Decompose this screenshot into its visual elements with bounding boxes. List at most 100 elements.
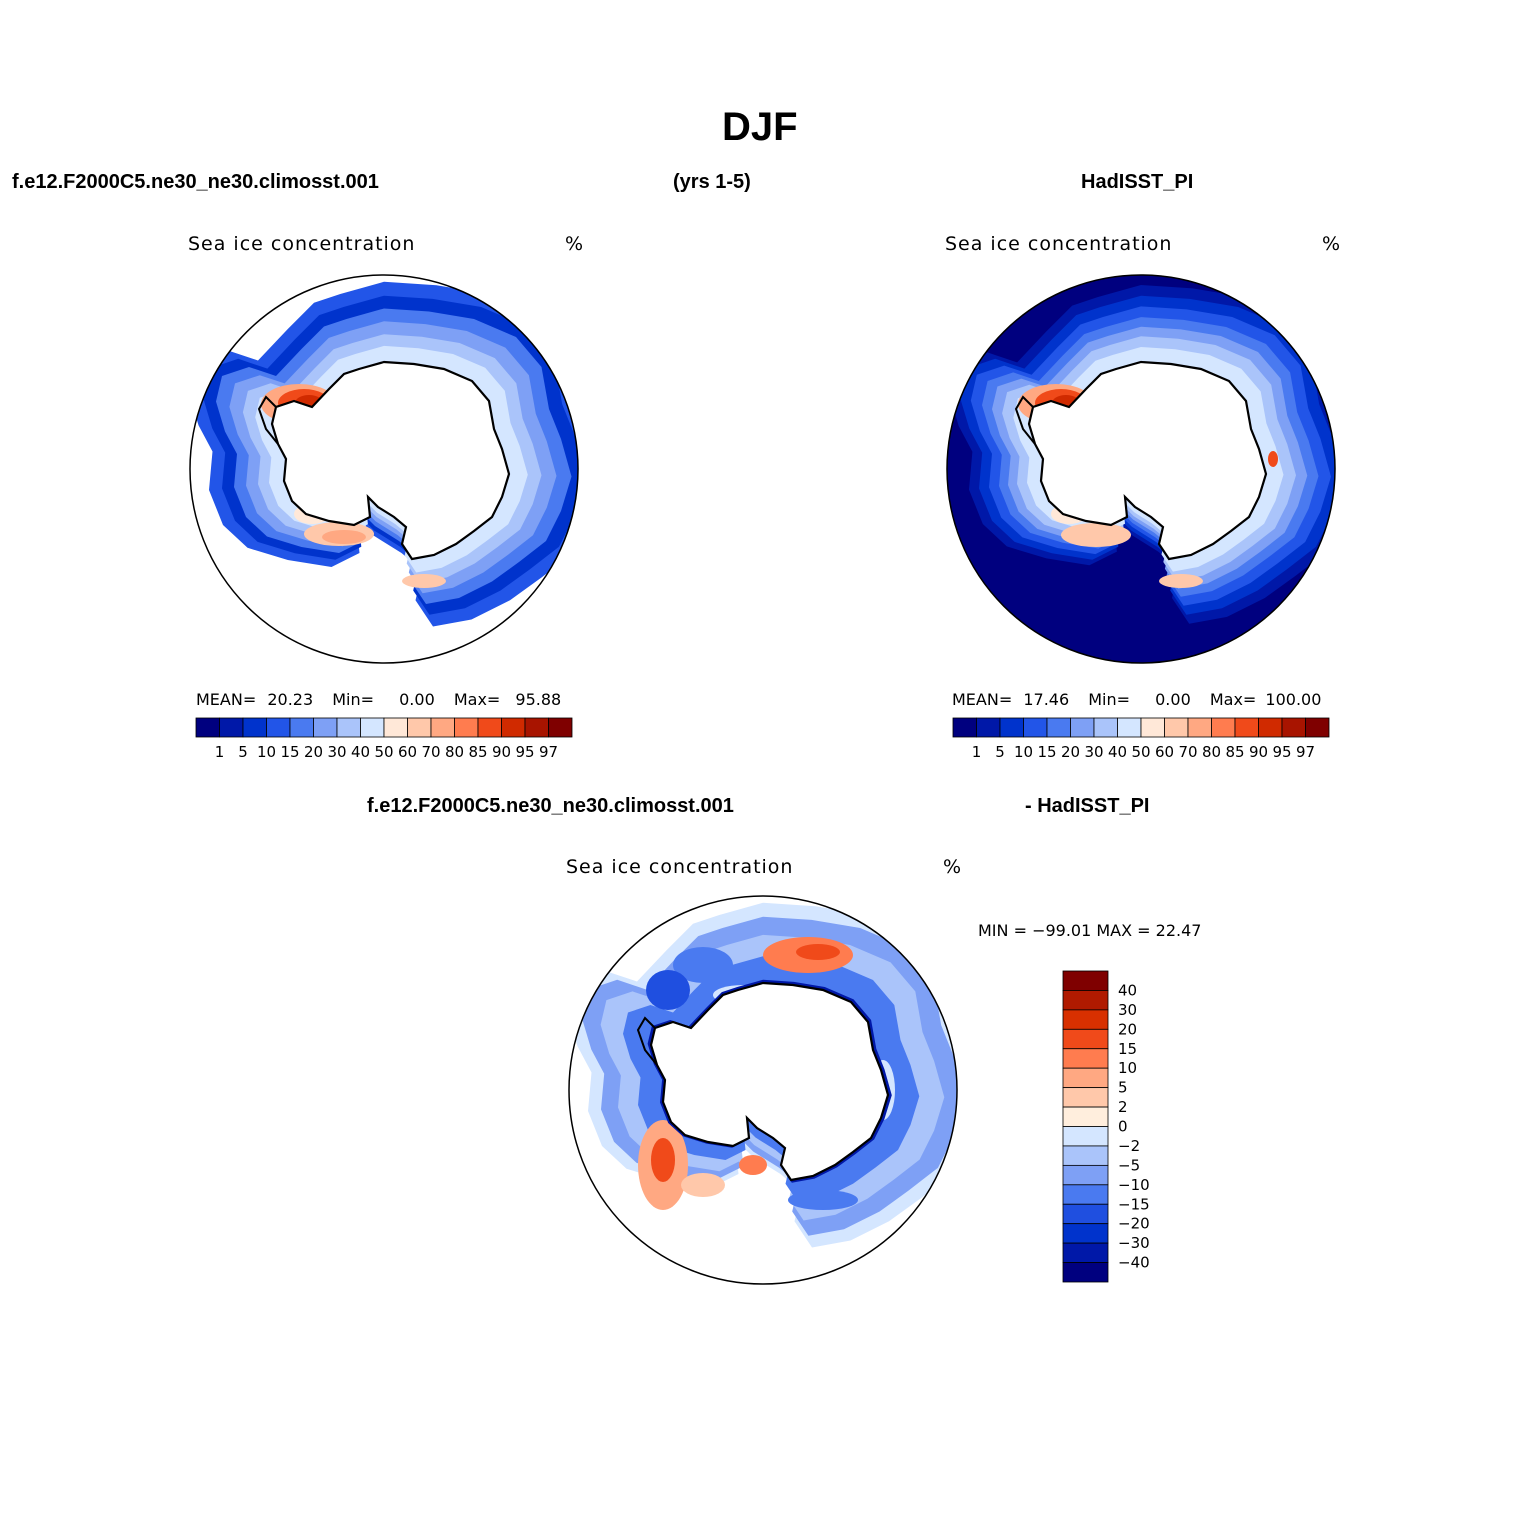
colorbar-swatch [1258, 717, 1283, 738]
model-panel-units: % [565, 233, 585, 255]
peninsula-coastline [636, 1016, 658, 1066]
diff-anomaly [651, 1138, 675, 1182]
colorbar-swatch [1062, 1145, 1109, 1166]
colorbar-tick-label: 30 [1118, 1001, 1137, 1019]
diff-anomaly [681, 1173, 725, 1197]
colorbar-tick-label: 90 [1249, 743, 1268, 761]
colorbar-tick-label: 15 [1118, 1040, 1137, 1058]
colorbar-swatch [477, 717, 502, 738]
obs-min-label: Min= [1088, 690, 1131, 709]
colorbar-tick-label: 50 [1131, 743, 1150, 761]
colorbar-swatch [999, 717, 1024, 738]
ice-hotspot [402, 574, 446, 588]
colorbar-swatch [266, 717, 291, 738]
colorbar-tick-label: 5 [995, 743, 1005, 761]
colorbar-swatch [407, 717, 432, 738]
colorbar-tick-label: 80 [1202, 743, 1221, 761]
obs-panel-units: % [1322, 233, 1342, 255]
colorbar-tick-label: 50 [374, 743, 393, 761]
model-stats: MEAN= 20.23 Min= 0.00 Max= 95.88 [196, 690, 561, 709]
obs-case-header: HadISST_PI [1081, 171, 1194, 193]
diff-panel-units: % [943, 856, 963, 878]
colorbar-swatch [336, 717, 361, 738]
colorbar-tick-label: 97 [1296, 743, 1315, 761]
colorbar-tick-label: 97 [539, 743, 558, 761]
colorbar-tick-label: 60 [1155, 743, 1174, 761]
colorbar-tick-label: 95 [1272, 743, 1291, 761]
obs-mean-value: 17.46 [1023, 690, 1070, 709]
colorbar-swatch [430, 717, 455, 738]
map-boundary [568, 895, 958, 1285]
colorbar-tick-label: −5 [1118, 1156, 1140, 1174]
diff-anomaly [796, 944, 840, 960]
diff-stats: MIN = −99.01 MAX = 22.47 [978, 921, 1202, 940]
colorbar-tick-label: 15 [1037, 743, 1056, 761]
colorbar-tick-label: 85 [1225, 743, 1244, 761]
colorbar-tick-label: 70 [1178, 743, 1197, 761]
colorbar-swatch [1164, 717, 1189, 738]
colorbar-swatch [1062, 1106, 1109, 1127]
colorbar-tick-label: 40 [1108, 743, 1127, 761]
ice-hotspot [1061, 523, 1131, 547]
map-boundary [189, 274, 579, 664]
map-fill-layer [569, 902, 957, 1248]
colorbar-tick-label: 10 [257, 743, 276, 761]
colorbar-tick-label: 0 [1118, 1118, 1128, 1136]
model-min-label: Min= [332, 690, 375, 709]
colorbar-swatch [1062, 1223, 1109, 1244]
diff-anomaly [673, 947, 733, 983]
model-colorbar: 1 5 10 15 20 30 40 50 60 70 80 85 90 95 97 [195, 717, 573, 761]
colorbar-tick-label: 70 [421, 743, 440, 761]
colorbar-swatch [1187, 717, 1212, 738]
colorbar-tick-label: 30 [1084, 743, 1103, 761]
colorbar-swatch [1062, 1087, 1109, 1108]
colorbar-swatch [1062, 1009, 1109, 1030]
colorbar-tick-label: 10 [1118, 1059, 1137, 1077]
colorbar-tick-label: −15 [1118, 1195, 1150, 1213]
colorbar-tick-label: 1 [972, 743, 982, 761]
obs-mean-label: MEAN= [952, 690, 1013, 709]
colorbar-swatch [1140, 717, 1165, 738]
colorbar-swatch [1062, 990, 1109, 1011]
colorbar-swatch [548, 717, 573, 738]
model-mean-value: 20.23 [267, 690, 314, 709]
colorbar-swatch [360, 717, 385, 738]
colorbar-swatch [1062, 1242, 1109, 1263]
obs-panel-label: Sea ice concentration [945, 233, 1173, 255]
diff-map [568, 895, 958, 1285]
colorbar-swatch [1062, 970, 1109, 991]
years-header: (yrs 1-5) [673, 171, 751, 193]
model-min-value: 0.00 [399, 690, 435, 709]
colorbar-tick-label: 20 [1061, 743, 1080, 761]
model-mean-label: MEAN= [196, 690, 257, 709]
colorbar-tick-label: 40 [1118, 981, 1137, 999]
colorbar-swatch [1062, 1164, 1109, 1186]
colorbar-swatch [454, 717, 479, 738]
colorbar-swatch [1046, 717, 1071, 738]
diff-panel-label: Sea ice concentration [566, 856, 794, 878]
colorbar-swatch [1062, 1203, 1109, 1225]
model-max-value: 95.88 [515, 690, 562, 709]
colorbar-swatch [242, 717, 267, 738]
colorbar-swatch [1234, 717, 1259, 738]
peninsula-coastline [257, 395, 279, 445]
map-boundary [946, 274, 1336, 664]
colorbar-swatch [219, 717, 244, 738]
colorbar-swatch [1062, 1126, 1109, 1147]
colorbar-swatch [1062, 1067, 1109, 1089]
colorbar-tick-label: 2 [1118, 1098, 1128, 1116]
colorbar-tick-label: −2 [1118, 1137, 1140, 1155]
ice-hotspot [1159, 574, 1203, 588]
map-fill-layer [190, 281, 578, 627]
colorbar-tick-label: −30 [1118, 1234, 1150, 1252]
colorbar-swatch [1062, 1028, 1109, 1050]
colorbar-tick-label: 95 [515, 743, 534, 761]
colorbar-swatch [1062, 1048, 1109, 1069]
diff-obs-header: - HadISST_PI [1025, 795, 1150, 817]
ice-hotspot [1268, 451, 1278, 467]
colorbar-tick-label: 85 [468, 743, 487, 761]
colorbar-tick-label: 90 [492, 743, 511, 761]
obs-colorbar: 1 5 10 15 20 30 40 50 60 70 80 85 90 95 97 [952, 717, 1330, 761]
